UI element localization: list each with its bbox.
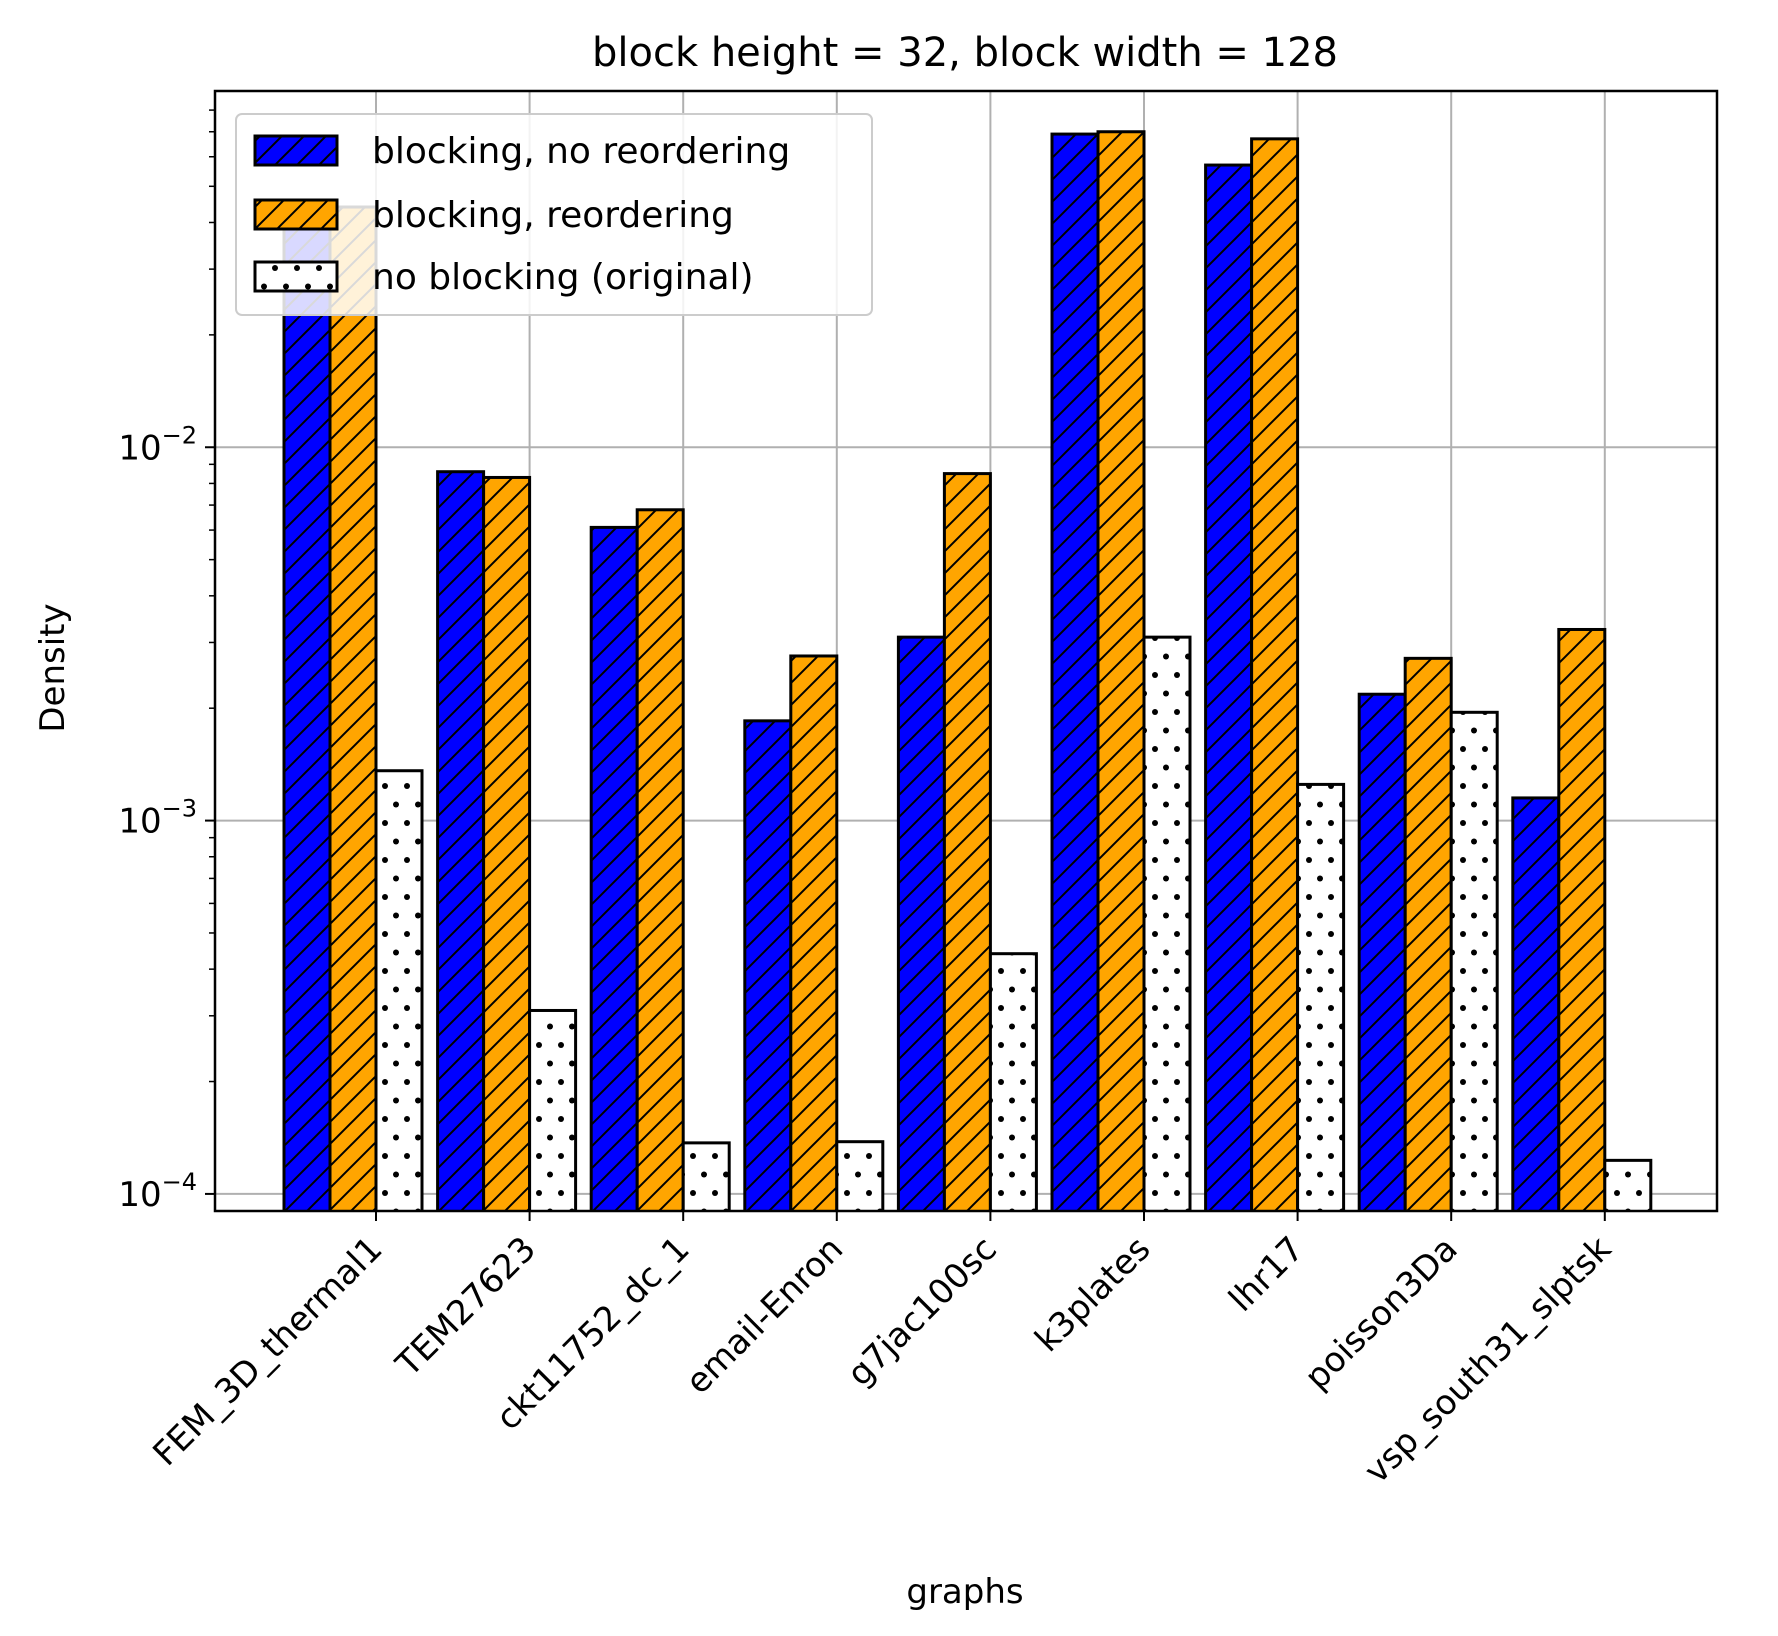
bar-blocking-no-reordering-lhr17 (1204, 163, 1254, 1233)
bar-blocking-no-reordering-k3plates (1050, 132, 1100, 1233)
chart-title: block height = 32, block width = 128 (592, 30, 1338, 76)
y-tick-label: 10−3 (118, 795, 197, 842)
legend-label-no-blocking-original: no blocking (original) (372, 257, 754, 298)
bar-blocking-no-reordering-vsp-south31-slptsk (1511, 796, 1561, 1233)
bar-no-blocking-original-fem-3d-thermal1 (374, 769, 424, 1233)
legend-label-blocking-no-reordering: blocking, no reordering (372, 131, 790, 172)
axes-frame (213, 89, 1719, 1213)
x-tick-label-tem27623: TEM27623 (388, 1229, 544, 1385)
y-tick-label: 10−2 (118, 421, 197, 468)
bar-no-blocking-original-lhr17 (1296, 782, 1346, 1233)
legend-swatch-blocking-reordering (253, 198, 339, 231)
bar-blocking-no-reordering-poisson3da (1357, 692, 1407, 1233)
bar-no-blocking-original-poisson3da (1449, 710, 1499, 1233)
bar-blocking-reordering-lhr17 (1250, 137, 1300, 1233)
bar-blocking-no-reordering-email-enron (743, 719, 793, 1233)
y-axis-label: Density (33, 603, 73, 732)
bar-blocking-reordering-email-enron (789, 654, 839, 1233)
y-axis: 10−4 10−3 10−2 (118, 109, 215, 1215)
plot-frame (213, 89, 1719, 1213)
legend-label-blocking-reordering: blocking, reordering (372, 195, 734, 236)
x-tick-label-g7jac100sc: g7jac100sc (840, 1229, 1005, 1394)
x-tick-label-vsp-south31-slptsk: vsp_south31_slptsk (1357, 1229, 1620, 1492)
bar-no-blocking-original-g7jac100sc (988, 952, 1038, 1233)
bar-blocking-no-reordering-ckt11752-dc-1 (589, 525, 639, 1233)
x-tick-label-email-enron: email-Enron (678, 1229, 851, 1402)
legend: blocking, no reordering blocking, reorder… (235, 113, 873, 316)
bar-blocking-no-reordering-fem-3d-thermal1 (282, 225, 332, 1233)
legend-swatch-blocking-no-reordering (253, 134, 339, 167)
x-axis-label: graphs (906, 1572, 1023, 1612)
bar-blocking-no-reordering-g7jac100sc (896, 635, 946, 1233)
bar-blocking-reordering-k3plates (1096, 130, 1146, 1233)
bars-group (210, 130, 1722, 1252)
bar-no-blocking-original-tem27623 (528, 1008, 578, 1233)
legend-box (235, 113, 873, 316)
bar-blocking-reordering-g7jac100sc (942, 472, 992, 1233)
bar-clip-mask (210, 1212, 1722, 1252)
legend-swatch-no-blocking-original (253, 260, 339, 293)
x-axis: FEM_3D_thermal1TEM27623ckt11752_dc_1emai… (145, 1211, 1619, 1491)
x-tick-label-poisson3da: poisson3Da (1297, 1229, 1465, 1397)
bar-no-blocking-original-k3plates (1142, 635, 1192, 1233)
bar-blocking-no-reordering-tem27623 (436, 470, 486, 1233)
bar-blocking-reordering-ckt11752-dc-1 (635, 508, 685, 1233)
x-tick-label-fem-3d-thermal1: FEM_3D_thermal1 (145, 1229, 390, 1474)
y-tick-label: 10−4 (118, 1168, 197, 1215)
bar-blocking-reordering-vsp-south31-slptsk (1557, 627, 1607, 1233)
bar-blocking-reordering-poisson3da (1403, 656, 1453, 1233)
bar-blocking-reordering-fem-3d-thermal1 (328, 205, 378, 1233)
bar-blocking-reordering-tem27623 (482, 475, 532, 1233)
